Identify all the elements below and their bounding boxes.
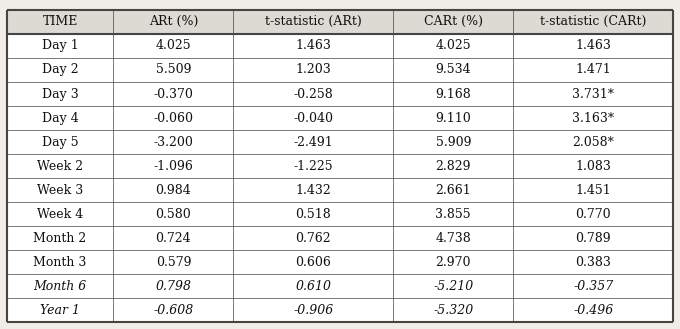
- Text: 5.509: 5.509: [156, 63, 191, 76]
- Text: Month 6: Month 6: [33, 280, 87, 293]
- Text: 0.789: 0.789: [575, 232, 611, 245]
- Text: -1.225: -1.225: [294, 160, 333, 173]
- Text: 0.770: 0.770: [575, 208, 611, 221]
- Text: 0.984: 0.984: [156, 184, 191, 197]
- Text: 1.463: 1.463: [295, 39, 331, 52]
- Text: Day 5: Day 5: [41, 136, 78, 149]
- Text: 1.471: 1.471: [575, 63, 611, 76]
- Text: -1.096: -1.096: [154, 160, 193, 173]
- Text: -0.906: -0.906: [293, 304, 333, 317]
- Text: Day 3: Day 3: [41, 88, 78, 101]
- Text: -0.496: -0.496: [573, 304, 613, 317]
- Text: 4.025: 4.025: [156, 39, 191, 52]
- Text: 1.432: 1.432: [296, 184, 331, 197]
- Text: 1.463: 1.463: [575, 39, 611, 52]
- Text: 0.518: 0.518: [296, 208, 331, 221]
- Text: 0.762: 0.762: [296, 232, 331, 245]
- Text: Year 1: Year 1: [40, 304, 80, 317]
- Text: 3.163*: 3.163*: [572, 112, 614, 125]
- Text: Week 2: Week 2: [37, 160, 83, 173]
- Text: 9.534: 9.534: [435, 63, 471, 76]
- Text: 0.579: 0.579: [156, 256, 191, 269]
- Bar: [7, 10, 673, 34]
- Text: Week 4: Week 4: [37, 208, 83, 221]
- Text: -0.258: -0.258: [294, 88, 333, 101]
- Text: 1.203: 1.203: [296, 63, 331, 76]
- Text: CARt (%): CARt (%): [424, 15, 483, 28]
- Text: 4.738: 4.738: [435, 232, 471, 245]
- Text: 0.383: 0.383: [575, 256, 611, 269]
- Text: Day 4: Day 4: [41, 112, 78, 125]
- Text: -0.040: -0.040: [293, 112, 333, 125]
- Text: 0.606: 0.606: [295, 256, 331, 269]
- Text: 4.025: 4.025: [435, 39, 471, 52]
- Text: -5.320: -5.320: [433, 304, 473, 317]
- Text: 5.909: 5.909: [435, 136, 471, 149]
- Text: 3.731*: 3.731*: [573, 88, 614, 101]
- Text: TIME: TIME: [42, 15, 78, 28]
- Text: 2.058*: 2.058*: [573, 136, 614, 149]
- Text: 0.724: 0.724: [156, 232, 191, 245]
- Text: 0.580: 0.580: [156, 208, 191, 221]
- Text: t-statistic (CARt): t-statistic (CARt): [540, 15, 647, 28]
- Text: -0.357: -0.357: [573, 280, 613, 293]
- Text: 9.110: 9.110: [435, 112, 471, 125]
- Text: -2.491: -2.491: [294, 136, 333, 149]
- Text: Day 1: Day 1: [41, 39, 78, 52]
- Text: 0.798: 0.798: [156, 280, 191, 293]
- Text: -0.060: -0.060: [154, 112, 193, 125]
- Text: 0.610: 0.610: [295, 280, 331, 293]
- Text: -5.210: -5.210: [433, 280, 473, 293]
- Text: ARt (%): ARt (%): [149, 15, 198, 28]
- Text: Week 3: Week 3: [37, 184, 83, 197]
- Text: -0.370: -0.370: [154, 88, 193, 101]
- Text: -0.608: -0.608: [153, 304, 194, 317]
- Text: -3.200: -3.200: [154, 136, 193, 149]
- Text: 3.855: 3.855: [435, 208, 471, 221]
- Text: Month 3: Month 3: [33, 256, 87, 269]
- Text: 1.083: 1.083: [575, 160, 611, 173]
- Text: 2.661: 2.661: [435, 184, 471, 197]
- Text: Day 2: Day 2: [41, 63, 78, 76]
- Text: Month 2: Month 2: [33, 232, 87, 245]
- Text: t-statistic (ARt): t-statistic (ARt): [265, 15, 362, 28]
- Text: 1.451: 1.451: [575, 184, 611, 197]
- Text: 9.168: 9.168: [435, 88, 471, 101]
- Text: 2.829: 2.829: [435, 160, 471, 173]
- Text: 2.970: 2.970: [435, 256, 471, 269]
